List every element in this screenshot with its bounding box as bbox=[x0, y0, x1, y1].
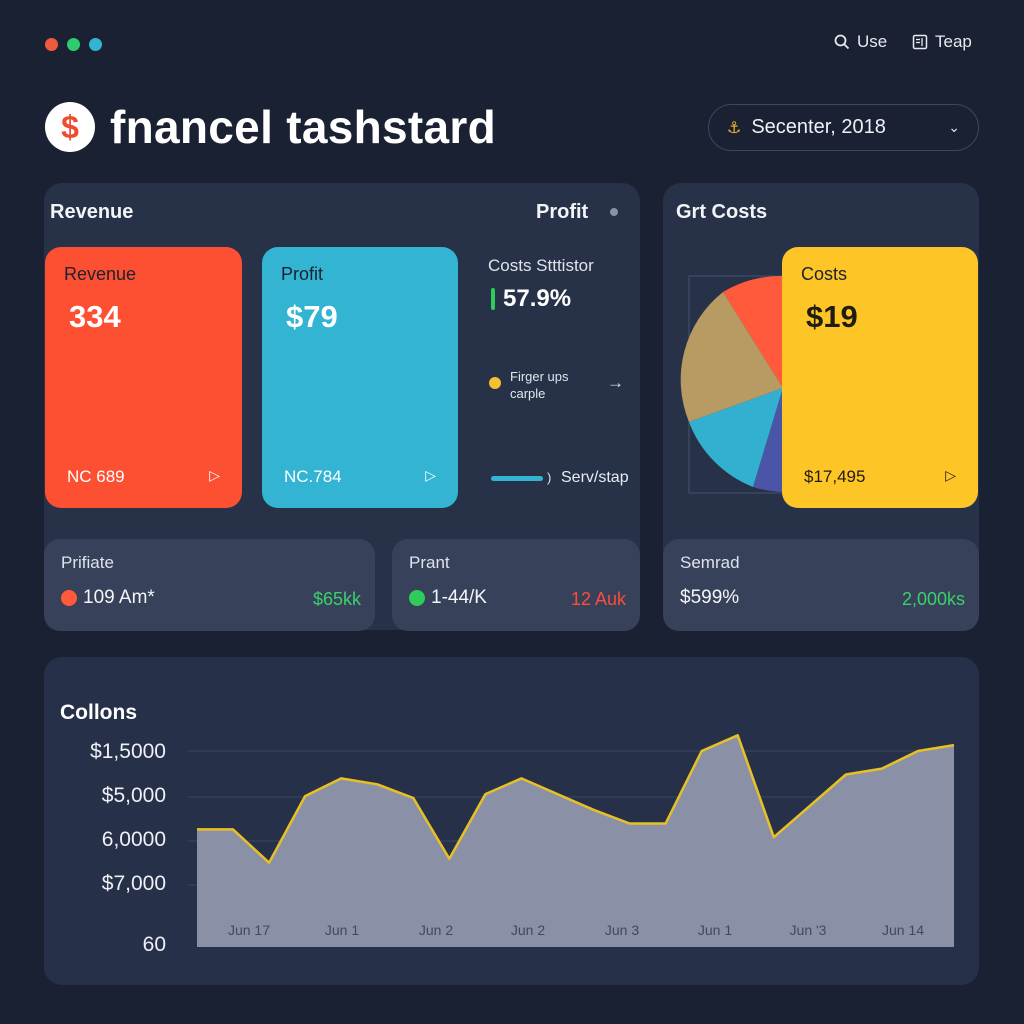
x-tick-label: Jun 1 bbox=[325, 922, 359, 938]
x-tick-label: Jun 2 bbox=[511, 922, 545, 938]
legend-line-2: carple bbox=[510, 386, 546, 401]
x-tick-label: Jun 3 bbox=[605, 922, 639, 938]
service-label: Serv/stap bbox=[561, 469, 629, 486]
use-label: Use bbox=[857, 32, 888, 51]
stat-card-semrad[interactable]: Semrad $599% 2,000ks bbox=[663, 539, 979, 631]
stat-left-value: 109 Am* bbox=[83, 587, 155, 608]
y-tick-label: $1,5000 bbox=[90, 740, 166, 763]
costs-card-foot: $17,495 bbox=[804, 467, 866, 486]
stat-label: Prifiate bbox=[61, 553, 114, 572]
overview-title-revenue: Revenue bbox=[50, 201, 134, 223]
profit-card-label: Profit bbox=[281, 264, 324, 284]
search-icon bbox=[834, 34, 850, 50]
revenue-card-value: 334 bbox=[69, 299, 121, 334]
costs-card[interactable]: Costs $19 $17,495 ▷ bbox=[782, 247, 978, 508]
costs-card-value: $19 bbox=[806, 299, 858, 334]
stat-label: Semrad bbox=[680, 553, 740, 572]
costs-stat-percent: 57.9% bbox=[503, 285, 572, 312]
stat-card-prant[interactable]: Prant 1-44/K 12 Auk bbox=[392, 539, 640, 631]
profit-card-foot: NC.784 bbox=[284, 467, 342, 486]
x-tick-label: Jun '3 bbox=[790, 922, 827, 938]
series-line bbox=[197, 734, 955, 864]
play-icon[interactable]: ▷ bbox=[425, 467, 436, 483]
stat-card-prifiate[interactable]: Prifiate 109 Am* $65kk bbox=[44, 539, 375, 631]
legend-line-1: Firger ups bbox=[510, 369, 569, 384]
status-dot-icon bbox=[409, 590, 425, 606]
x-axis-labels: Jun 17 Jun 1 Jun 2 Jun 2 Jun 3 Jun 1 Jun '3 Jun… bbox=[228, 922, 924, 938]
revenue-card[interactable]: Revenue 334 NC 689 ▷ bbox=[45, 247, 242, 508]
costs-pie-chart bbox=[680, 275, 790, 494]
more-dot-icon[interactable] bbox=[610, 208, 618, 216]
overview-title-profit: Profit bbox=[536, 201, 589, 223]
y-tick-label: 6,0000 bbox=[101, 828, 166, 851]
stat-left: 1-44/K bbox=[409, 587, 487, 609]
x-tick-label: Jun 14 bbox=[882, 922, 924, 938]
legend-bullet bbox=[489, 377, 501, 389]
area-fill bbox=[197, 735, 954, 947]
stat-right-value: $65kk bbox=[312, 589, 361, 609]
profit-card[interactable]: Profit $79 NC.784 ▷ bbox=[262, 247, 458, 508]
stat-left-value: $599% bbox=[680, 587, 740, 608]
app-logo: $ bbox=[45, 102, 95, 152]
stat-right-value: 12 Auk bbox=[570, 589, 626, 609]
y-tick-label: $7,000 bbox=[101, 872, 166, 895]
y-tick-label: 60 bbox=[142, 933, 166, 956]
teap-button[interactable]: Teap bbox=[912, 32, 972, 52]
play-icon[interactable]: ▷ bbox=[209, 467, 220, 483]
costs-card-label: Costs bbox=[801, 264, 848, 284]
date-selector[interactable]: ⚓ Secenter, 2018 ⌄ bbox=[708, 104, 979, 151]
costs-stat-indicator bbox=[491, 288, 495, 310]
play-icon[interactable]: ▷ bbox=[945, 467, 956, 483]
revenue-card-label: Revenue bbox=[64, 264, 137, 284]
window-minimize-dot[interactable] bbox=[67, 38, 80, 51]
profit-card-value: $79 bbox=[286, 299, 338, 334]
window-maximize-dot[interactable] bbox=[89, 38, 102, 51]
costs-panel-title: Grt Costs bbox=[676, 201, 768, 223]
revenue-card-foot: NC 689 bbox=[67, 467, 125, 486]
stat-label: Prant bbox=[409, 553, 450, 572]
x-tick-label: Jun 2 bbox=[419, 922, 453, 938]
status-dot-icon bbox=[61, 590, 77, 606]
chevron-down-icon: ⌄ bbox=[948, 119, 960, 135]
service-progress-bar bbox=[491, 476, 543, 481]
y-tick-label: $5,000 bbox=[101, 784, 166, 807]
date-value: Secenter, 2018 bbox=[751, 116, 886, 138]
arrow-right-icon[interactable]: → bbox=[607, 373, 624, 392]
window-close-dot[interactable] bbox=[45, 38, 58, 51]
calendar-icon: ⚓ bbox=[727, 119, 742, 137]
stat-left: $599% bbox=[680, 587, 739, 609]
use-button[interactable]: Use bbox=[834, 32, 887, 52]
teap-label: Teap bbox=[935, 32, 972, 51]
x-tick-label: Jun 1 bbox=[698, 922, 732, 938]
stat-right-value: 2,000ks bbox=[901, 589, 965, 609]
service-arc-icon: ) bbox=[547, 470, 552, 485]
chart-title: Collons bbox=[60, 701, 137, 724]
stat-left-value: 1-44/K bbox=[431, 587, 487, 608]
document-icon bbox=[912, 34, 928, 50]
page-title: fnancel tashstard bbox=[110, 101, 496, 153]
x-tick-label: Jun 17 bbox=[228, 922, 270, 938]
costs-stat-label: Costs Stttistor bbox=[488, 256, 594, 275]
stat-left: 109 Am* bbox=[61, 587, 155, 609]
